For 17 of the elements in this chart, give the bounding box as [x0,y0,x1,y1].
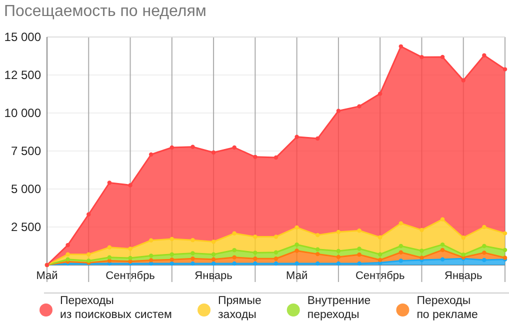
y-tick-label: 12 500 [4,68,42,82]
x-tick-label: Сентябрь [355,270,405,282]
y-tick-label: 15 000 [4,30,42,44]
legend-label: Внутренние переходы [307,295,371,321]
y-tick-label: 2 500 [10,220,42,234]
x-tick-label: Январь [194,270,233,282]
y-tick-label: 10 000 [4,106,42,120]
legend-label: Прямые заходы [218,295,262,321]
y-tick-label: 5 000 [10,182,42,196]
x-tick-label: Май [286,270,308,282]
x-tick-label: Январь [444,270,482,282]
chart-title: Посещаемость по неделям [4,3,206,20]
legend-label: Переходы из поисковых систем [60,295,172,321]
x-tick-label: Май [36,270,58,282]
legend-label: Переходы по рекламе [416,295,478,321]
y-tick-label: 7 500 [10,144,42,158]
x-tick-label: Сентябрь [106,270,156,282]
